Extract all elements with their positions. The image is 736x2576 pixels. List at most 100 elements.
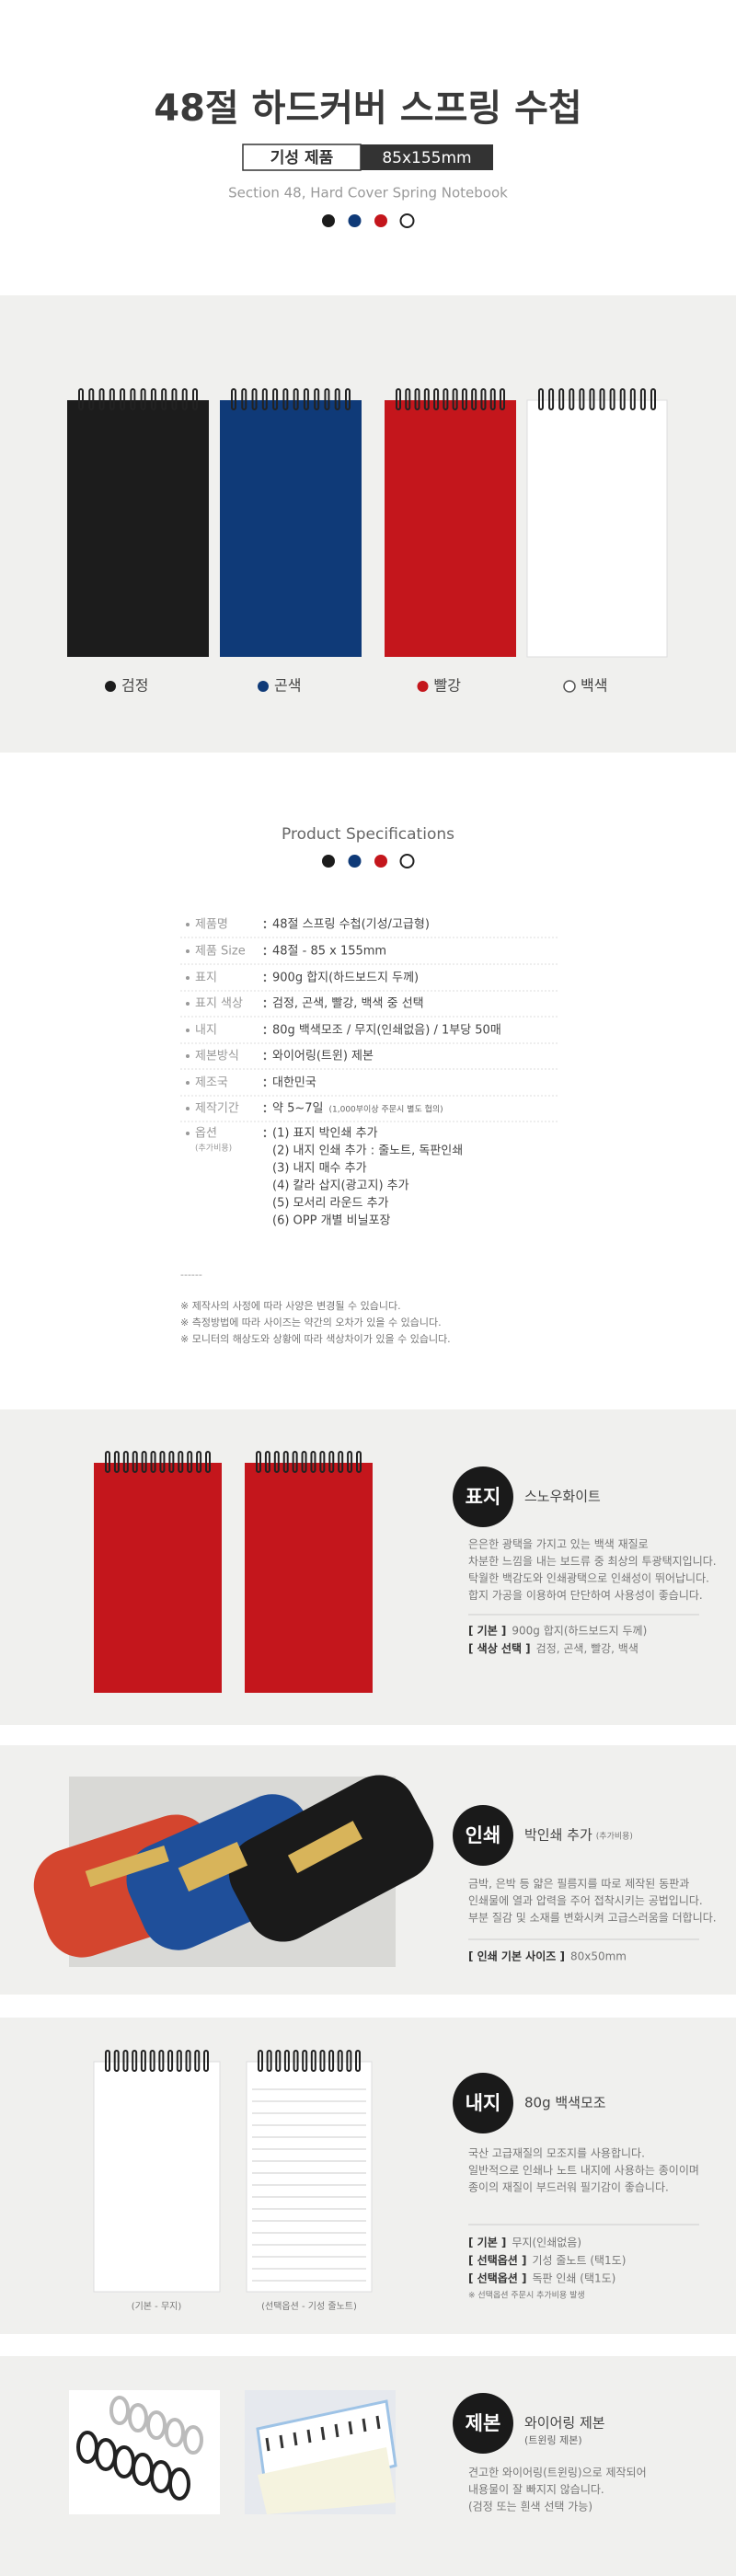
spiral-ring [619, 388, 626, 410]
feature-title: 스노우화이트 [524, 1489, 601, 1505]
feature-title: 와이어링 제본 [524, 2415, 605, 2432]
feature-spec-key: [ 색상 선택 ] [468, 1641, 531, 1655]
bullet [186, 949, 190, 953]
feature-badge [453, 2073, 513, 2133]
feature-title: 80g 백색모조 [524, 2095, 606, 2111]
bullet [186, 1132, 190, 1135]
note: ※ 측정방법에 따라 사이즈는 약간의 오차가 있을 수 있습니다. [180, 1316, 442, 1328]
spec-label: 표지 [195, 972, 217, 985]
feature-badge-text: 표지 [466, 1486, 501, 1508]
specs-title: Product Specifications [282, 825, 454, 844]
spiral-ring [181, 388, 188, 410]
spiral-ring [310, 1451, 316, 1473]
notebook-cover [94, 1463, 222, 1693]
feature-spec-key: [ 선택옵션 ] [468, 2271, 527, 2285]
spiral-ring [105, 2050, 110, 2072]
spiral-ring [302, 2050, 308, 2072]
wire-photo [69, 2390, 397, 2514]
spec-value: 와이어링(트윈) 제본 [272, 1050, 374, 1064]
colon-dot [263, 1104, 267, 1108]
bullet [186, 1081, 190, 1085]
spec-value: 대한민국 [272, 1076, 316, 1090]
spiral-ring [337, 2050, 343, 2072]
spiral-ring [122, 2050, 129, 2072]
colon-dot [263, 1134, 267, 1138]
feature-description: 내용물이 잘 빠지지 않습니다. [468, 2483, 604, 2496]
color-dot [348, 214, 362, 227]
spiral-ring [272, 388, 279, 410]
spiral-ring [319, 2050, 326, 2072]
spiral-ring [293, 2050, 299, 2072]
feature-badge [453, 1805, 513, 1866]
note: ※ 제작사의 사정에 따라 사양은 변경될 수 있습니다. [180, 1299, 401, 1312]
spiral-ring [251, 388, 258, 410]
feature-description: 견고한 와이어링(트윈링)으로 제작되어 [468, 2467, 647, 2479]
page-title: 48절 하드커버 스프링 수첩 [154, 87, 581, 130]
badge-size: 85x155mm [382, 149, 471, 167]
spiral-ring [98, 388, 105, 410]
option-line: (3) 내지 매수 추가 [272, 1162, 367, 1176]
spec-label: 옵션 [195, 1127, 217, 1141]
spiral-ring [120, 388, 126, 410]
spiral-ring [231, 388, 236, 410]
spec-value: 검정, 곤색, 빨강, 백색 중 선택 [272, 997, 424, 1011]
spiral-ring [194, 2050, 201, 2072]
spiral-ring [113, 1451, 120, 1473]
spiral-ring [122, 1451, 129, 1473]
badge-box-dark [361, 144, 493, 170]
colon-dot [263, 1031, 267, 1035]
feature-badge-text: 제본 [466, 2412, 501, 2434]
spiral-ring [443, 388, 449, 410]
spiral-ring [314, 388, 320, 410]
option-line: (2) 내지 인쇄 추가 : 줄노트, 독판인쇄 [272, 1144, 463, 1158]
colon-dot [263, 979, 267, 983]
spiral-ring [205, 1451, 211, 1473]
spiral-ring [282, 388, 289, 410]
spiral-ring [461, 388, 467, 410]
spec-value: 900g 합지(하드보드지 두께) [272, 972, 419, 985]
colon-dot [263, 973, 267, 977]
spiral-ring [161, 388, 167, 410]
notebook-cover [245, 1463, 373, 1693]
feature-spec-key: [ 선택옵션 ] [468, 2253, 527, 2267]
option-line: (6) OPP 개별 비닐포장 [272, 1214, 391, 1228]
spiral-ring [132, 2050, 138, 2072]
color-dot [374, 214, 387, 227]
colon-dot [263, 920, 267, 924]
spiral-ring [558, 388, 565, 410]
spec-label: 제조국 [195, 1076, 228, 1090]
spiral-ring [140, 388, 146, 410]
feature-spec-value: 900g 합지(하드보드지 두께) [512, 1625, 647, 1638]
spiral-ring [650, 388, 656, 410]
spiral-ring [196, 1451, 202, 1473]
spiral-ring [345, 388, 351, 410]
spiral-ring [346, 2050, 352, 2072]
feature-spec-value: 기성 줄노트 (택1도) [533, 2254, 627, 2267]
spiral-ring [292, 1451, 298, 1473]
spec-value: 48절 스프링 수첩(기성/고급형) [272, 918, 430, 932]
spiral-ring [185, 2050, 191, 2072]
spiral-ring [150, 388, 156, 410]
feature-badge-text: 인쇄 [466, 1824, 501, 1846]
spiral-ring [273, 1451, 280, 1473]
colon-dot [263, 1129, 267, 1133]
spiral-ring [489, 388, 496, 410]
feature-description: 합지 가공을 이용하여 단단하여 사용성이 좋습니다. [468, 1589, 703, 1602]
feature-description: (검정 또는 흰색 선택 가능) [468, 2501, 592, 2513]
spiral-ring [261, 388, 268, 410]
feature-description: 탁월한 백감도와 인쇄광택으로 인쇄성이 뛰어납니다. [468, 1572, 709, 1585]
spiral-ring [178, 1451, 184, 1473]
feature-title-note: (추가비용) [596, 1832, 633, 1842]
spiral-ring [414, 388, 420, 410]
colon-dot [263, 947, 267, 950]
feature-spec-value: 80x50mm [570, 1950, 627, 1963]
spiral-ring [113, 2050, 120, 2072]
spiral-ring [140, 2050, 146, 2072]
feature-spec-value: 검정, 곤색, 빨강, 백색 [536, 1642, 638, 1655]
feature-badge-text: 내지 [466, 2092, 501, 2114]
spiral-ring [347, 1451, 353, 1473]
notebook-cover [93, 2061, 221, 2293]
print-photo [33, 1775, 434, 1967]
notebook-cover [67, 400, 209, 657]
